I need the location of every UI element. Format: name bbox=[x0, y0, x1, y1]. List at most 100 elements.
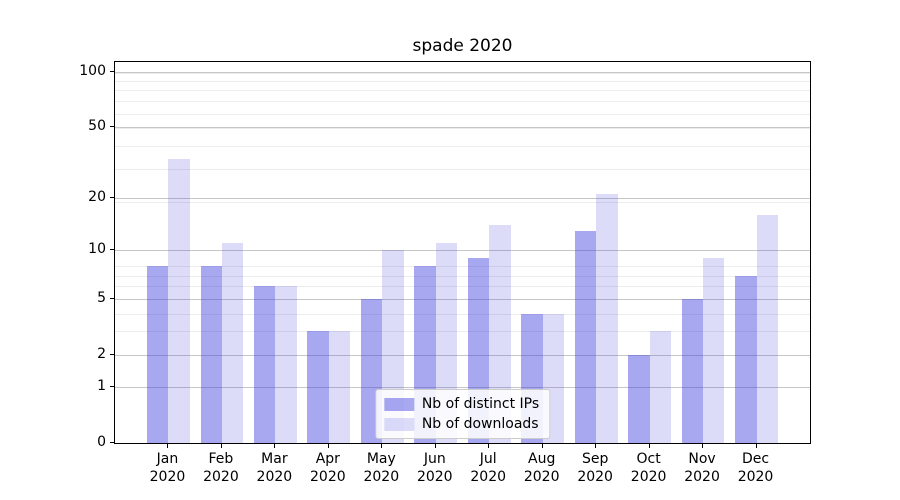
x-tick-mark bbox=[488, 444, 490, 448]
bar-distinct-ips bbox=[307, 331, 329, 443]
y-grid-minor bbox=[115, 313, 810, 315]
legend-swatch bbox=[383, 417, 414, 431]
x-tick-label: Jul 2020 bbox=[458, 450, 518, 486]
y-tick-label: 2 bbox=[97, 345, 106, 362]
y-tick-label: 10 bbox=[88, 241, 106, 258]
x-tick-year: 2020 bbox=[256, 469, 293, 485]
y-grid-major bbox=[115, 298, 810, 300]
bar-downloads bbox=[703, 257, 725, 443]
bar-distinct-ips bbox=[254, 286, 276, 443]
y-tick-label: 0 bbox=[97, 434, 106, 450]
y-grid-minor bbox=[115, 72, 810, 74]
y-tick-mark bbox=[110, 125, 114, 127]
x-tick-year: 2020 bbox=[630, 469, 667, 485]
x-tick-month: Nov bbox=[688, 451, 716, 467]
y-grid-minor bbox=[115, 266, 810, 268]
x-tick-mark bbox=[702, 444, 704, 448]
bar-downloads bbox=[489, 225, 511, 443]
y-grid-minor bbox=[115, 81, 810, 83]
bar-downloads bbox=[328, 331, 351, 443]
bar-downloads bbox=[168, 159, 190, 443]
x-tick-year: 2020 bbox=[149, 469, 186, 485]
y-tick-label: 1 bbox=[97, 378, 106, 395]
x-tick-year: 2020 bbox=[310, 469, 346, 485]
legend: Nb of distinct IPs Nb of downloads bbox=[374, 389, 551, 439]
y-grid-major bbox=[115, 354, 810, 356]
x-tick-year: 2020 bbox=[523, 469, 560, 485]
x-tick-label: Jan 2020 bbox=[137, 450, 197, 486]
y-tick-mark bbox=[110, 70, 114, 72]
bar-downloads bbox=[596, 194, 618, 443]
plot-area: Nb of distinct IPs Nb of downloads bbox=[114, 61, 811, 444]
x-tick-month: Sep bbox=[581, 451, 609, 467]
y-tick-label: 5 bbox=[97, 289, 106, 306]
x-tick-label: Apr 2020 bbox=[298, 450, 358, 486]
x-tick-mark bbox=[755, 444, 757, 448]
y-grid-major bbox=[115, 71, 810, 73]
y-grid-minor bbox=[115, 128, 810, 130]
x-tick-mark bbox=[274, 444, 276, 448]
x-tick-mark bbox=[648, 444, 650, 448]
x-tick-year: 2020 bbox=[363, 469, 400, 485]
y-grid-minor bbox=[115, 331, 810, 333]
y-tick-label: 50 bbox=[88, 117, 106, 134]
x-tick-month: Dec bbox=[741, 451, 770, 467]
bar-distinct-ips bbox=[628, 354, 650, 443]
y-tick-mark bbox=[110, 197, 114, 199]
legend-item: Nb of downloads bbox=[383, 416, 539, 432]
x-tick-year: 2020 bbox=[203, 469, 239, 485]
y-grid-minor bbox=[115, 101, 810, 103]
x-tick-label: Sep 2020 bbox=[565, 450, 625, 486]
x-tick-month: Aug bbox=[528, 451, 556, 467]
x-tick-month: Mar bbox=[261, 451, 288, 467]
x-tick-mark bbox=[541, 444, 543, 448]
x-tick-label: Feb 2020 bbox=[191, 450, 251, 486]
y-tick-label: 20 bbox=[88, 189, 106, 206]
y-grid-minor bbox=[115, 90, 810, 92]
x-tick-label: Aug 2020 bbox=[512, 450, 572, 486]
x-tick-mark bbox=[327, 444, 329, 448]
bar-distinct-ips bbox=[147, 266, 169, 443]
bar-downloads bbox=[221, 243, 244, 443]
y-grid-major bbox=[115, 387, 810, 389]
x-tick-label: May 2020 bbox=[351, 450, 411, 486]
x-tick-label: Nov 2020 bbox=[672, 450, 732, 486]
x-tick-label: Dec 2020 bbox=[726, 450, 786, 486]
y-grid-minor bbox=[115, 286, 810, 288]
bar-distinct-ips bbox=[735, 275, 757, 443]
y-grid-major bbox=[115, 250, 810, 252]
x-tick-month: Feb bbox=[208, 451, 234, 467]
x-tick-label: Oct 2020 bbox=[619, 450, 679, 486]
legend-swatch bbox=[383, 397, 414, 411]
y-grid-minor bbox=[115, 146, 810, 148]
x-tick-month: Apr bbox=[315, 451, 340, 467]
legend-item: Nb of distinct IPs bbox=[383, 396, 540, 412]
y-tick-mark bbox=[110, 442, 114, 443]
x-tick-year: 2020 bbox=[470, 469, 507, 485]
x-tick-year: 2020 bbox=[577, 469, 613, 485]
legend-label: Nb of distinct IPs bbox=[421, 396, 540, 412]
y-tick-mark bbox=[110, 386, 114, 388]
x-tick-year: 2020 bbox=[737, 469, 774, 485]
x-tick-label: Jun 2020 bbox=[405, 450, 465, 486]
x-tick-month: Oct bbox=[636, 451, 661, 467]
y-tick-mark bbox=[110, 297, 114, 299]
bar-downloads bbox=[756, 215, 778, 443]
bar-distinct-ips bbox=[681, 298, 704, 443]
x-tick-mark bbox=[381, 444, 383, 448]
x-tick-month: Jun bbox=[423, 451, 446, 467]
x-tick-month: Jan bbox=[156, 451, 179, 467]
y-grid-minor bbox=[115, 169, 810, 171]
x-tick-label: Mar 2020 bbox=[244, 450, 304, 486]
x-tick-mark bbox=[167, 444, 169, 448]
x-tick-mark bbox=[220, 444, 222, 448]
x-tick-year: 2020 bbox=[416, 469, 453, 485]
bar-distinct-ips bbox=[200, 266, 222, 443]
chart-title: spade 2020 bbox=[412, 36, 513, 56]
legend-label: Nb of downloads bbox=[421, 416, 539, 432]
y-grid-major bbox=[115, 198, 810, 200]
y-grid-minor bbox=[115, 275, 810, 277]
y-grid-minor bbox=[115, 202, 810, 203]
bar-downloads bbox=[275, 286, 297, 443]
